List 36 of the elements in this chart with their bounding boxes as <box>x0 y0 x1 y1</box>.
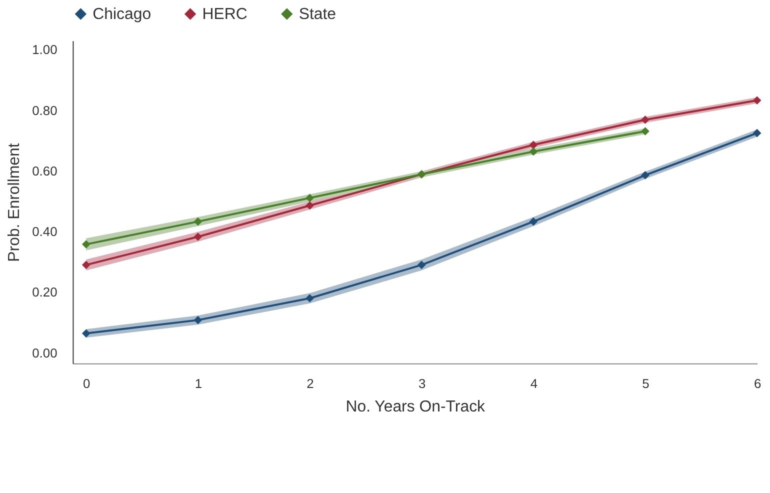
y-tick-label: 0.20 <box>32 284 58 300</box>
point <box>641 171 650 180</box>
x-tick-label: 6 <box>754 376 762 391</box>
point <box>752 96 762 105</box>
point <box>641 127 650 136</box>
point <box>529 147 538 156</box>
point <box>306 294 314 302</box>
point <box>82 240 90 248</box>
y-tick-label: 0.80 <box>32 102 58 118</box>
y-tick-label: 0.40 <box>32 224 58 240</box>
point <box>194 316 202 324</box>
point <box>82 329 90 338</box>
y-tick-label: 1.00 <box>32 42 58 58</box>
x-tick-label: 3 <box>418 376 426 391</box>
point <box>752 128 762 138</box>
point <box>82 260 90 270</box>
x-tick-label: 1 <box>194 376 202 391</box>
x-tick-label: 4 <box>530 376 538 391</box>
point <box>529 140 538 150</box>
y-axis-title: Prob. Enrollment <box>6 142 24 262</box>
legend-label: Chicago <box>92 6 152 24</box>
legend-label: HERC <box>202 6 248 24</box>
point <box>641 116 650 124</box>
x-tick-label: 5 <box>642 376 650 391</box>
y-tick-label: 0.60 <box>32 163 58 178</box>
point <box>194 232 202 241</box>
point <box>306 194 314 202</box>
x-tick-label: 2 <box>306 376 314 391</box>
point <box>306 201 314 210</box>
point <box>194 217 202 226</box>
x-tick-label: 0 <box>83 376 90 391</box>
y-tick-label: 0.00 <box>32 345 58 360</box>
x-axis-title: No. Years On-Track <box>346 398 486 416</box>
legend-label: State <box>298 6 336 24</box>
point <box>529 217 538 226</box>
point <box>417 260 426 270</box>
